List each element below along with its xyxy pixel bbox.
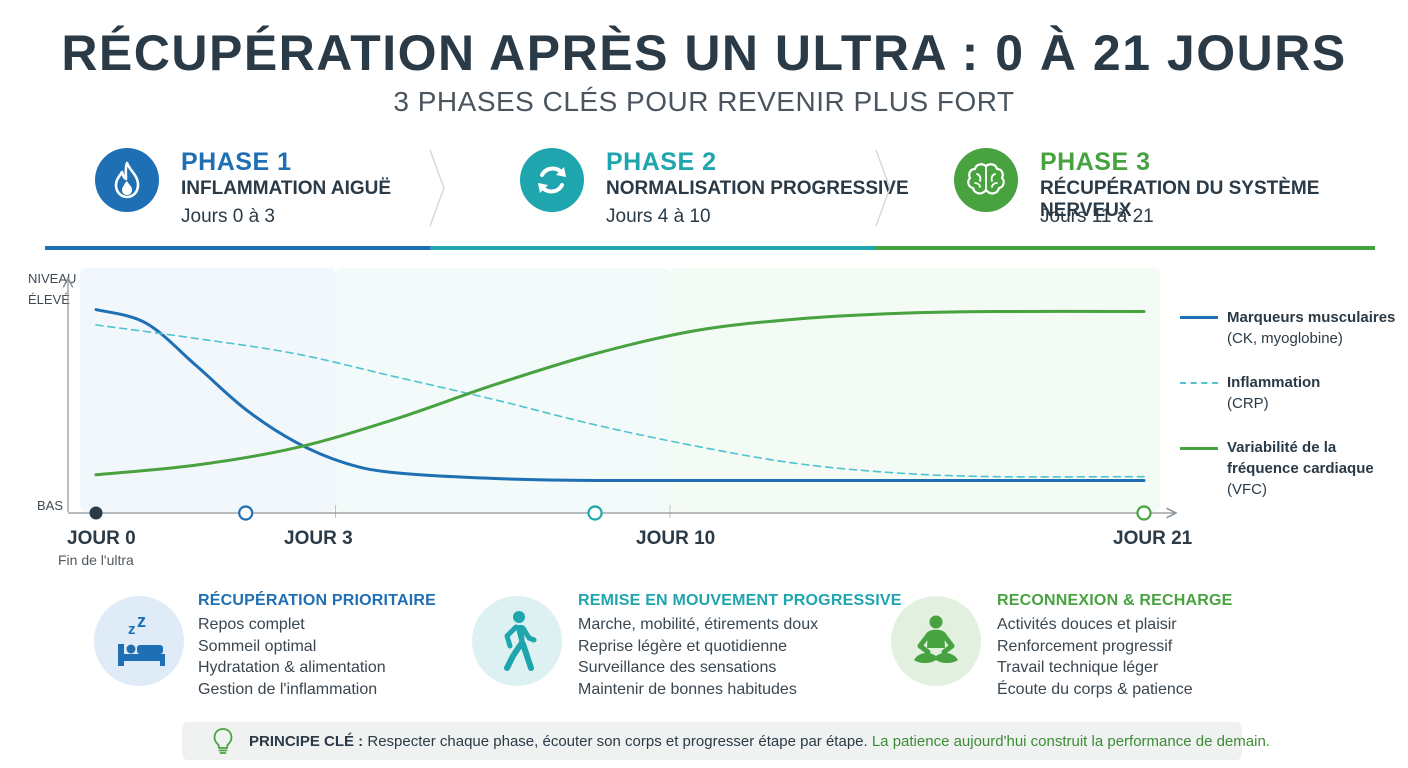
phase-2-name: NORMALISATION PROGRESSIVE [606,178,909,199]
x-tick-note-day-0: Fin de l'ultra [58,552,134,568]
list-item: Maintenir de bonnes habitudes [578,680,797,698]
recovery-chart [0,268,1200,521]
activity-2-list: Marche, mobilité, étirements doux Repris… [578,614,818,700]
phase-2-label: PHASE 2 [606,148,717,176]
legend-line-inflammation [1180,382,1218,384]
activity-3-icon-circle [891,596,981,686]
activity-1-list: Repos complet Sommeil optimal Hydratatio… [198,614,386,700]
page-title: RÉCUPÉRATION APRÈS UN ULTRA : 0 À 21 JOU… [61,25,1347,81]
lightbulb-icon [213,728,233,754]
brain-icon [967,163,1005,195]
activity-1-icon-circle: z z [94,596,184,686]
series-hrv [94,309,1146,477]
legend-line-hrv [1180,447,1218,450]
legend-entry-inflammation: Inflammation (CRP) [1227,372,1397,414]
legend-entry-muscle: Marqueurs musculaires (CK, myoglobine) [1227,307,1397,349]
x-tick-label-day-10: JOUR 10 [636,528,716,549]
key-principle-highlight: La patience aujourd'hui construit la per… [871,733,1270,750]
key-principle-text: PRINCIPE CLÉ : Respecter chaque phase, é… [249,733,1270,750]
list-item: Renforcement progressif [997,637,1173,655]
chevron-right-icon [429,149,445,227]
cycle-icon [538,166,566,194]
list-item: Écoute du corps & patience [997,680,1193,698]
phase-1-bar [45,246,430,250]
legend-detail-hrv: (VFC) [1227,481,1267,498]
meditation-icon [914,615,958,663]
list-item: Marche, mobilité, étirements doux [578,616,819,633]
key-principle-label: PRINCIPE CLÉ : [249,733,364,750]
phase-2-icon-circle [520,148,584,212]
phase-1-icon-circle [95,148,159,212]
activity-3-list: Activités douces et plaisir Renforcement… [997,614,1193,700]
phase-2-days: Jours 4 à 10 [606,206,711,227]
phase-3-name: RÉCUPÉRATION DU SYSTÈME NERVEUX [1040,178,1320,221]
legend-detail-inflammation: (CRP) [1227,395,1269,412]
legend-name-muscle: Marqueurs musculaires [1227,309,1396,326]
legend-name-inflammation: Inflammation [1227,374,1321,391]
x-tick-label-day-0: JOUR 0 [67,528,136,549]
legend-name-hrv: Variabilité de la fréquence cardiaque [1227,439,1374,477]
phase-band-2 [335,268,670,512]
phase-1-days: Jours 0 à 3 [181,206,275,227]
x-tick-label-day-21: JOUR 21 [1113,528,1193,549]
svg-text:z: z [128,621,136,638]
key-principle-banner [182,722,1242,760]
series-inflammation [95,324,1145,478]
activity-3-title: RECONNEXION & RECHARGE [997,592,1233,609]
list-item: Repos complet [198,616,305,633]
sleep-bed-icon: z z [118,614,165,666]
x-tick-marker-day-10 [587,505,603,521]
list-item: Hydratation & alimentation [198,659,386,676]
page-subtitle: 3 PHASES CLÉS POUR REVENIR PLUS FORT [393,86,1015,117]
list-item: Sommeil optimal [198,637,317,655]
key-principle-body: Respecter chaque phase, écouter son corp… [367,733,868,750]
activity-1-title: RÉCUPÉRATION PRIORITAIRE [198,592,436,609]
walking-person-icon [504,611,537,671]
x-tick-marker-day-21 [1136,505,1152,521]
phase-band-1 [80,268,336,512]
legend-entry-hrv: Variabilité de la fréquence cardiaque (V… [1227,437,1377,500]
phase-band-3 [669,268,1160,512]
phase-1-label: PHASE 1 [181,148,292,176]
list-item: Surveillance des sensations [578,659,777,676]
x-tick-marker-day-3 [238,505,254,521]
list-item: Reprise légère et quotidienne [578,637,788,655]
phase-3-bar [876,246,1375,250]
chevron-right-icon [875,149,891,227]
phase-3-days: Jours 11 à 21 [1040,206,1154,227]
activity-2-icon-circle [472,596,562,686]
list-item: Gestion de l'inflammation [198,680,378,698]
legend-line-muscle [1180,316,1218,319]
x-tick-marker-day-0 [89,506,103,520]
list-item: Travail technique léger [997,659,1159,676]
legend-detail-muscle: (CK, myoglobine) [1227,330,1343,347]
activity-2-title: REMISE EN MOUVEMENT PROGRESSIVE [578,592,902,609]
svg-text:z: z [137,614,146,631]
series-muscle-markers [94,308,1146,483]
y-axis-bottom-label: BAS [37,498,64,513]
x-tick-label-day-3: JOUR 3 [284,528,353,549]
phase-2-bar [430,246,876,250]
list-item: Activités douces et plaisir [997,616,1177,633]
phase-1-name: INFLAMMATION AIGUË [181,178,392,199]
phase-3-icon-circle [954,148,1018,212]
flame-icon [114,161,140,199]
phase-3-label: PHASE 3 [1040,148,1151,176]
